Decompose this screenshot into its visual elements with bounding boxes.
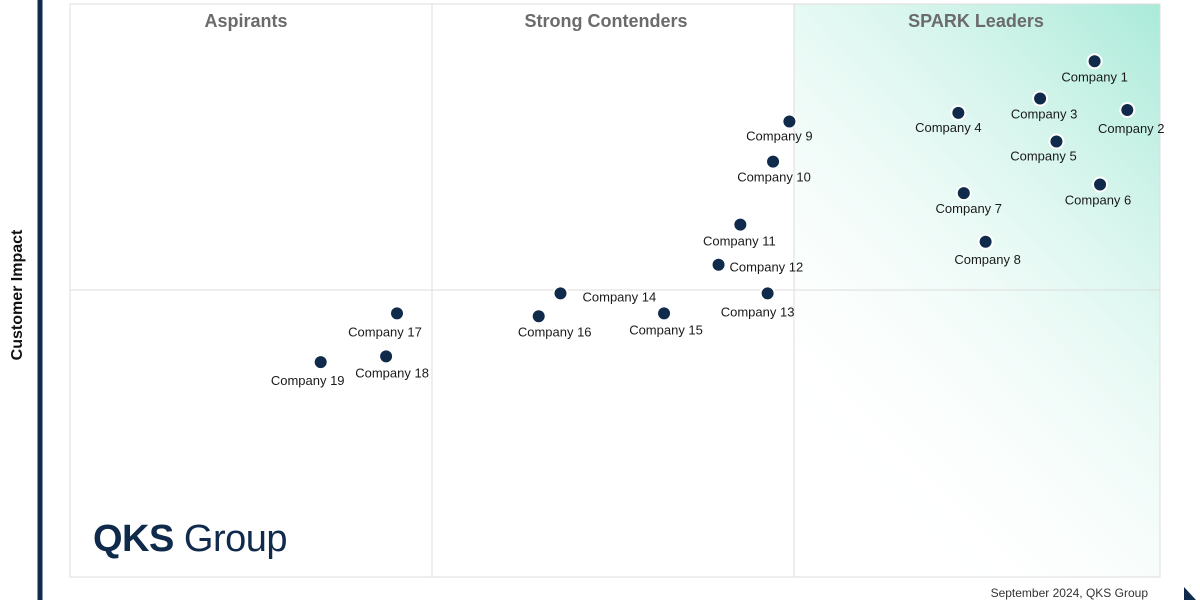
- data-point-label-13: Company 13: [721, 304, 795, 319]
- data-point-label-6: Company 6: [1065, 192, 1131, 207]
- data-point-16: [530, 308, 547, 325]
- data-point-label-15: Company 15: [629, 322, 703, 337]
- data-point-label-18: Company 18: [355, 365, 429, 380]
- logo-bold-text: QKS: [93, 518, 174, 560]
- data-point-label-19: Company 19: [271, 373, 345, 388]
- data-point-label-3: Company 3: [1011, 107, 1077, 122]
- data-point-label-10: Company 10: [737, 170, 811, 185]
- data-point-label-5: Company 5: [1010, 149, 1076, 164]
- data-point-17: [389, 305, 405, 322]
- data-point-label-12: Company 12: [730, 260, 804, 275]
- x-axis-arrow-icon: [1184, 587, 1196, 600]
- data-point-13: [759, 285, 776, 302]
- quadrant-title-spark-leaders: SPARK Leaders: [908, 11, 1044, 31]
- quadrant-title-strong-contenders: Strong Contenders: [524, 11, 687, 31]
- data-point-19: [312, 354, 329, 371]
- data-point-18: [378, 348, 395, 365]
- data-point-label-17: Company 17: [348, 324, 422, 339]
- points-layer: Company 1 Company 2 Company 3 Company 4 Comp…: [271, 53, 1165, 388]
- data-point-4: [950, 104, 967, 121]
- data-point-1: [1086, 53, 1103, 70]
- data-point-3: [1032, 90, 1049, 107]
- data-point-label-16: Company 16: [518, 324, 592, 339]
- data-point-6: [1092, 176, 1109, 193]
- qks-group-logo: QKS Group: [93, 518, 288, 561]
- quadrant-title-aspirants: Aspirants: [204, 11, 287, 31]
- data-point-label-11: Company 11: [703, 234, 776, 249]
- data-point-2: [1119, 102, 1136, 119]
- data-point-9: [781, 113, 798, 130]
- logo-light-text: Group: [173, 518, 288, 560]
- data-point-label-8: Company 8: [954, 252, 1020, 267]
- data-point-8: [977, 233, 994, 250]
- data-point-14: [552, 285, 569, 302]
- data-point-7: [955, 185, 972, 202]
- data-point-label-14: Company 14: [583, 289, 657, 304]
- data-point-label-7: Company 7: [936, 201, 1002, 216]
- data-point-15: [656, 305, 673, 322]
- data-point-10: [765, 153, 782, 170]
- data-point-label-1: Company 1: [1061, 69, 1127, 84]
- data-point-5: [1048, 133, 1065, 150]
- data-point-label-2: Company 2: [1098, 121, 1164, 136]
- data-point-label-9: Company 9: [746, 128, 812, 143]
- data-point-11: [732, 216, 749, 233]
- footer-note: September 2024, QKS Group: [991, 586, 1149, 600]
- data-point-label-4: Company 4: [915, 120, 981, 135]
- y-axis-label: Customer Impact: [9, 229, 26, 360]
- data-point-12: [710, 256, 727, 273]
